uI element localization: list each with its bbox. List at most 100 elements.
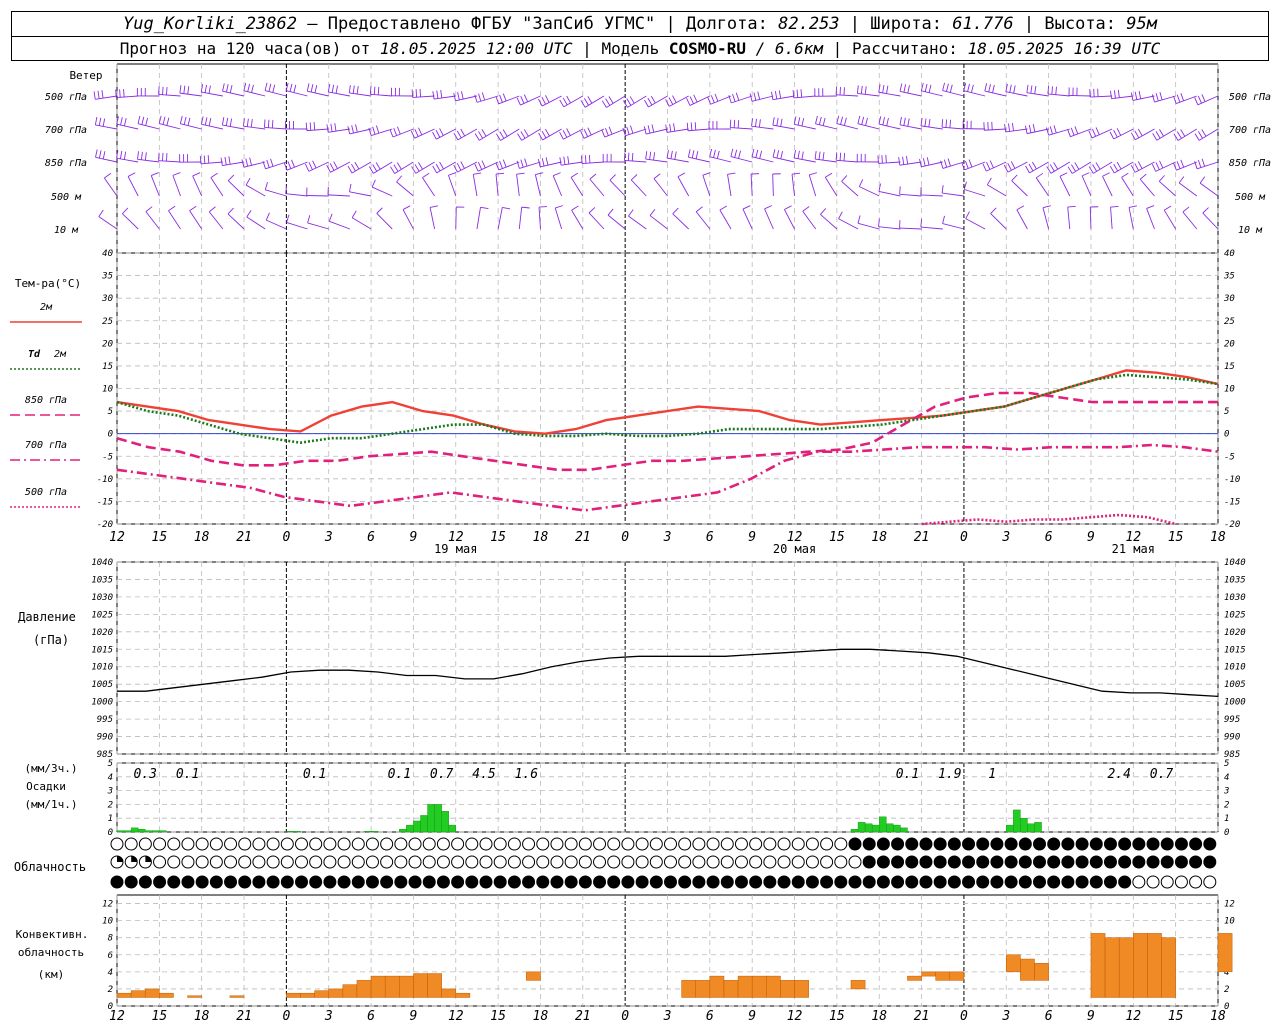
wind-barb-feather (772, 117, 775, 126)
latitude-value: 61.776 (952, 14, 1014, 34)
x-tick-label-bottom: 21 (914, 1009, 930, 1024)
convective-bar (695, 980, 711, 998)
wind-barb-feather (941, 185, 944, 194)
wind-barb-feather (780, 151, 783, 160)
wind-barb-feather (334, 123, 337, 132)
wind-barb-feather (1005, 83, 1008, 92)
wind-barb-feather (1028, 163, 1034, 172)
wind-barb-feather (1176, 94, 1181, 103)
wind-barb (649, 215, 668, 230)
cloud-symbol (763, 875, 777, 889)
cloud-symbol (422, 855, 436, 869)
wind-barb (1035, 177, 1049, 197)
cloud-symbol (1018, 875, 1032, 889)
wind-barb-feather (653, 152, 656, 161)
wind-barb (554, 207, 563, 230)
convective-bar (737, 975, 753, 998)
wind-barb-feather (856, 85, 859, 94)
wind-barb-feather (227, 174, 235, 181)
wind-barb (1089, 206, 1092, 230)
wind-barb (210, 177, 224, 197)
y-tick-label-right: 1035 (1224, 575, 1246, 585)
wind-barb (1042, 207, 1050, 230)
y-tick-label-right: 20 (1224, 339, 1235, 349)
wind-barb-feather (971, 84, 974, 93)
wind-barb (412, 95, 435, 98)
wind-barb-feather (643, 126, 647, 135)
wind-barb (1050, 161, 1071, 174)
wind-barb-feather (115, 89, 117, 98)
wind-barb-feather (1158, 175, 1165, 182)
cloud-symbol (749, 837, 763, 851)
convective-bar (1161, 937, 1176, 998)
wind-barb-feather (608, 96, 614, 104)
wind-barb (730, 127, 753, 130)
convective-bar (1133, 933, 1148, 998)
convective-bar (356, 980, 372, 998)
chart-header: Yug_Korliki_23862 – Предоставлено ФГБУ "… (11, 11, 1269, 61)
wind-barb-feather (246, 210, 252, 218)
wind-barb-feather (942, 215, 945, 224)
wind-barb-feather (474, 163, 479, 172)
wind-barb-feather (626, 126, 630, 135)
cloud-symbol (309, 855, 323, 869)
wind-barb-feather (818, 151, 821, 160)
wind-barb-feather (158, 86, 160, 95)
wind-barb (245, 184, 266, 197)
wind-barb-feather (502, 206, 511, 210)
precip-bar (1013, 809, 1021, 833)
wind-barb (582, 161, 605, 164)
cloud-symbol (323, 875, 337, 889)
wind-barb-feather (1173, 133, 1179, 141)
y-tick-label-right: 10 (1224, 385, 1235, 395)
convective-bar (370, 975, 386, 998)
cloud-symbol (933, 855, 947, 869)
wind-barb-feather (418, 162, 423, 170)
wind-barb-feather (351, 163, 356, 172)
y-tick-label-left: 2 (108, 800, 113, 810)
wind-barb-feather (225, 84, 229, 93)
wind-barb-feather (440, 90, 443, 99)
wind-barb-feather (653, 173, 661, 179)
wind-barb-feather (749, 93, 753, 102)
cloud-symbol (876, 855, 890, 869)
convective-bar (949, 971, 965, 981)
wind-barb-feather (1194, 161, 1198, 169)
wind-barb-feather (729, 119, 732, 128)
y-tick-label-right: 2 (1224, 800, 1229, 810)
wind-barb-feather (742, 205, 751, 210)
wind-barb (772, 156, 795, 163)
cloud-symbol (380, 837, 394, 851)
wind-barb-feather (481, 92, 486, 101)
wind-barb-feather (839, 152, 842, 161)
wind-barb (243, 90, 266, 97)
wind-barb (589, 178, 605, 197)
wind-barb-feather (1026, 84, 1029, 93)
wind-barb-feather (119, 89, 121, 98)
wind-barb (1081, 175, 1092, 197)
wind-barb-feather (1155, 162, 1160, 170)
wind-barb (624, 159, 647, 163)
wind-barb-feather (946, 83, 949, 92)
cloud-symbol (195, 875, 209, 889)
precip-bar (116, 830, 125, 833)
wind-barb-feather (843, 117, 847, 126)
wind-level-label-right: 500 гПа (1229, 92, 1271, 103)
wind-barb (1177, 128, 1198, 141)
wind-barb-feather (1116, 161, 1122, 170)
wind-barb-feather (587, 96, 593, 104)
cloud-symbol (734, 837, 748, 851)
wind-barb-feather (567, 156, 570, 165)
x-tick-label-bottom: 6 (367, 1009, 375, 1024)
cloud-symbol (436, 875, 450, 889)
wind-barb-feather (140, 151, 143, 160)
precip-bar (893, 824, 901, 833)
cloud-symbol (820, 855, 834, 869)
wind-barb-feather (179, 85, 182, 94)
wind-barb-feather (949, 84, 953, 93)
wind-barb-feather (271, 120, 274, 129)
y-tick-label-right: 990 (1224, 733, 1240, 743)
wind-barb-feather (166, 86, 168, 96)
cloud-symbol (252, 875, 266, 889)
wind-barb-feather (204, 117, 208, 126)
